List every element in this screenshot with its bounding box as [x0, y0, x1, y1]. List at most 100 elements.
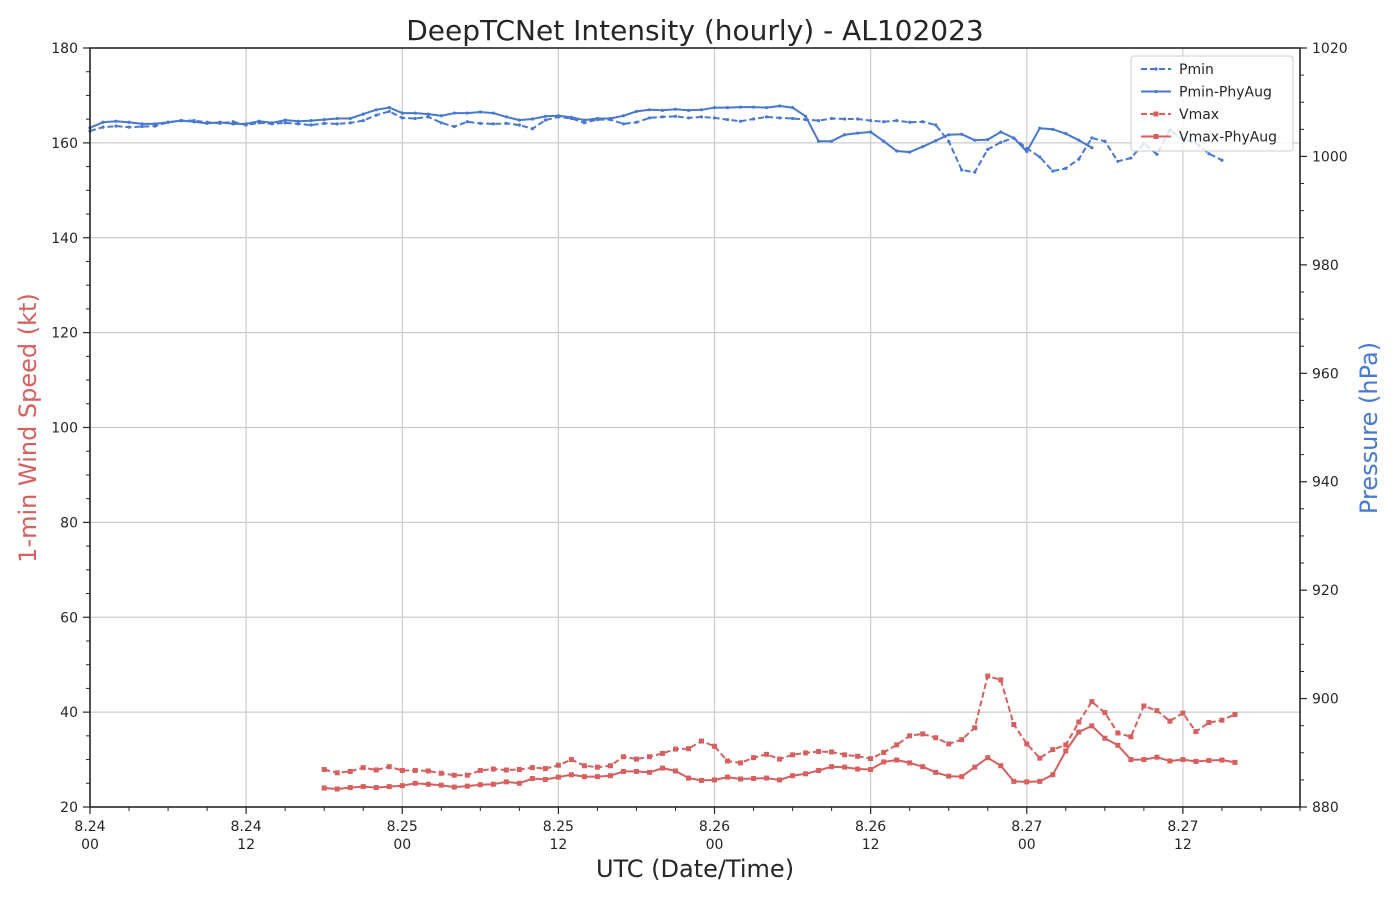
x-tick-label-hour: 00 [81, 837, 99, 853]
data-point [608, 116, 613, 121]
data-point [322, 121, 326, 125]
data-point [881, 749, 887, 755]
data-point [516, 767, 522, 773]
y-right-tick-label: 980 [1312, 258, 1339, 274]
grid-layer [90, 48, 1300, 807]
data-point [751, 117, 756, 121]
data-point [1050, 772, 1056, 778]
series-vmax-phyaug [321, 723, 1238, 792]
data-point [412, 767, 418, 773]
data-point [490, 766, 496, 772]
x-tick-label-date: 8.27 [1011, 819, 1042, 835]
data-point [452, 111, 456, 115]
data-point [1141, 703, 1147, 709]
data-point [999, 140, 1003, 144]
data-point [1024, 741, 1030, 747]
data-point [127, 120, 131, 124]
data-point [620, 768, 626, 774]
data-point [348, 116, 352, 121]
data-point [1220, 158, 1224, 162]
data-point [1090, 136, 1094, 140]
data-point [1193, 758, 1199, 764]
data-point [1103, 139, 1107, 143]
data-point [1115, 730, 1121, 736]
data-point [582, 121, 587, 125]
data-point [621, 114, 626, 118]
data-point [764, 115, 769, 119]
data-point [1089, 723, 1095, 729]
data-point [114, 124, 118, 128]
data-point [426, 112, 430, 116]
data-point [830, 139, 834, 143]
data-point [1064, 166, 1068, 170]
data-point [1219, 717, 1225, 723]
legend-entry: Pmin-PhyAug [1141, 85, 1272, 101]
data-point [114, 119, 118, 123]
data-point [751, 776, 757, 782]
data-point [1128, 734, 1134, 740]
data-point [594, 764, 600, 770]
data-point [1102, 735, 1108, 741]
data-point [387, 106, 391, 110]
data-point [451, 784, 457, 790]
data-point [634, 109, 639, 114]
data-point [868, 756, 874, 762]
x-tick-label-hour: 00 [1018, 837, 1036, 853]
data-point [1077, 138, 1081, 142]
data-point [581, 763, 587, 769]
data-point [1077, 157, 1081, 161]
data-point [1038, 155, 1042, 159]
data-point [1011, 778, 1017, 784]
data-point [947, 133, 951, 137]
data-point [503, 767, 509, 773]
legend-box [1130, 55, 1294, 152]
y-right-tick-label: 900 [1312, 692, 1339, 708]
data-point [894, 742, 900, 748]
data-point [1206, 758, 1212, 764]
data-point [1232, 759, 1238, 765]
data-point [412, 780, 418, 786]
data-point [803, 114, 808, 118]
data-point [699, 777, 705, 783]
data-point [464, 783, 470, 789]
data-point [686, 108, 691, 112]
data-point [386, 764, 392, 770]
data-point [296, 119, 300, 123]
data-point [140, 122, 144, 126]
data-point [830, 116, 834, 121]
data-point [973, 138, 977, 142]
data-point [1063, 742, 1069, 748]
data-point [960, 168, 964, 172]
y-left-tick-label: 80 [60, 515, 78, 531]
data-point [1207, 152, 1211, 156]
data-point [413, 111, 417, 115]
data-point [660, 115, 665, 119]
data-point [816, 767, 822, 773]
data-point [1180, 757, 1186, 763]
data-point [218, 120, 222, 124]
data-point [283, 121, 287, 125]
data-point [777, 116, 782, 120]
data-point [361, 119, 365, 123]
data-point [790, 752, 796, 758]
data-point [803, 771, 809, 777]
data-point [712, 743, 718, 749]
data-point [387, 109, 391, 114]
data-point [855, 753, 861, 759]
data-point [101, 125, 105, 129]
legend-marker [1153, 134, 1159, 139]
x-tick-label-hour: 12 [549, 837, 567, 853]
data-point [1063, 748, 1069, 754]
data-point [504, 115, 508, 119]
data-point [1050, 747, 1056, 753]
data-point [842, 752, 848, 758]
data-point [647, 108, 652, 112]
data-point [869, 119, 873, 123]
x-tick-label-date: 8.26 [699, 819, 730, 835]
data-point [685, 746, 691, 752]
data-point [543, 114, 547, 118]
data-point [309, 123, 313, 127]
data-point [568, 757, 574, 763]
x-tick-label-hour: 00 [706, 837, 724, 853]
data-point [543, 118, 547, 122]
